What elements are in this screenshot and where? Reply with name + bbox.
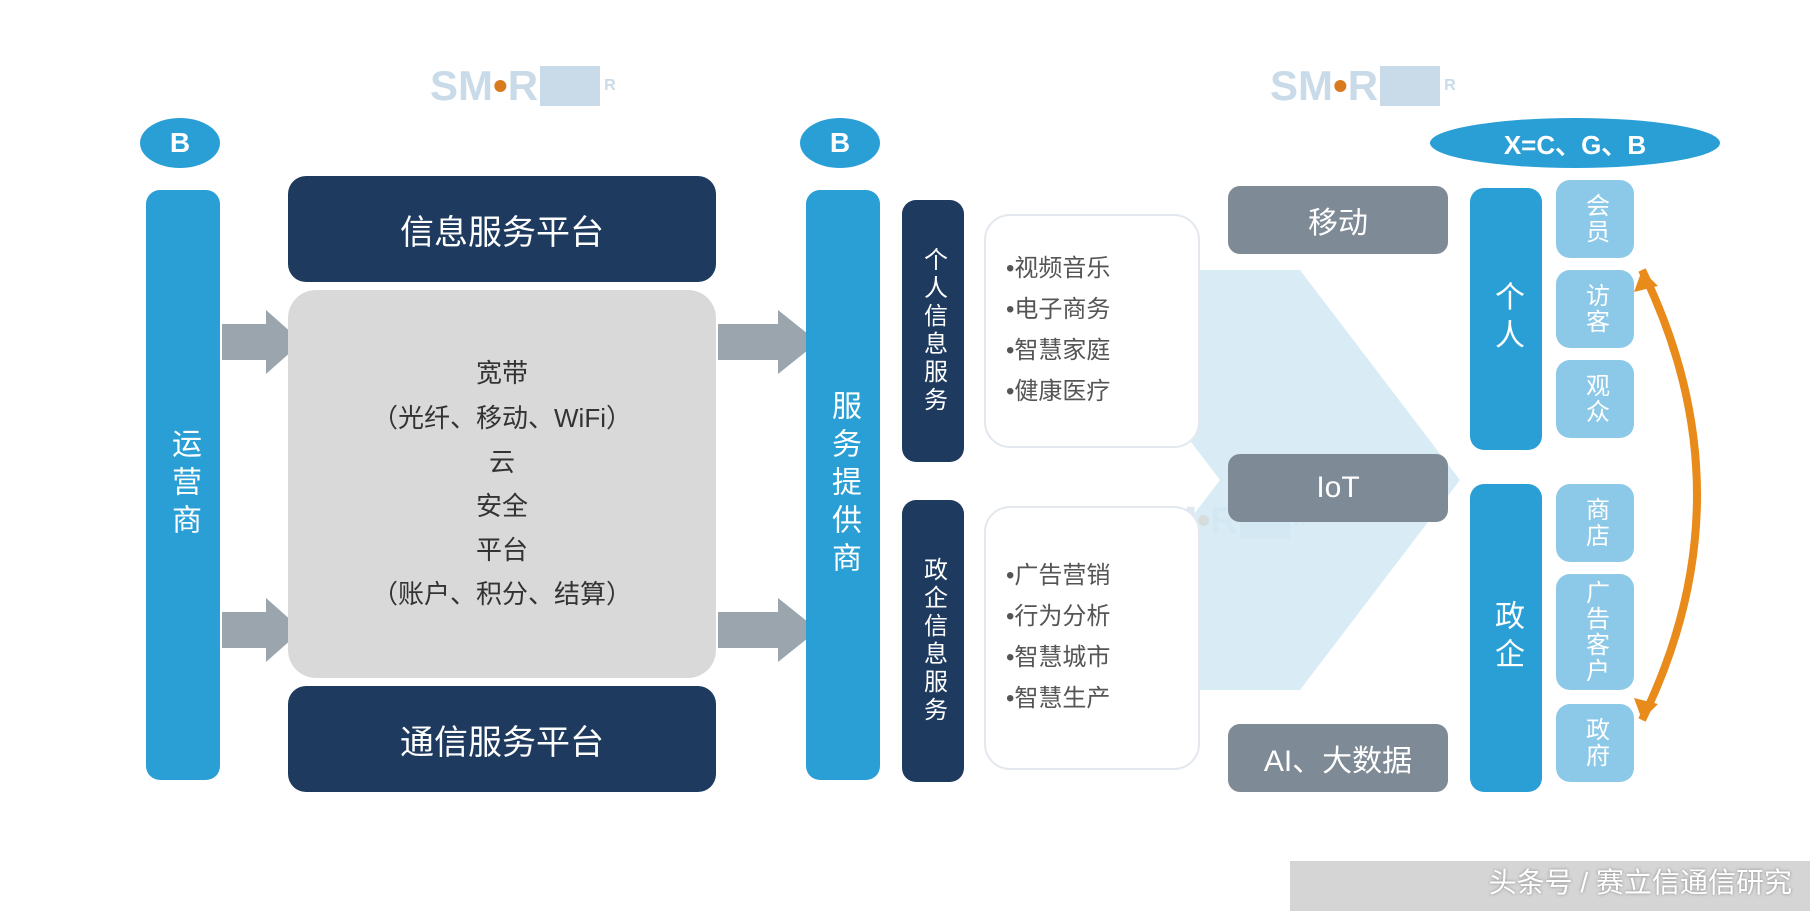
list-enterprise-services: •广告营销 •行为分析 •智慧城市 •智慧生产 xyxy=(984,506,1200,770)
pillar-personal: 个人 xyxy=(1470,188,1542,450)
wm-text: R xyxy=(508,62,538,110)
pillar-service-provider: 服务提供商 xyxy=(806,190,880,780)
endpoint-store: 商店 xyxy=(1556,484,1634,562)
watermark-2: SM•RR xyxy=(1270,62,1456,110)
wm-text: SM xyxy=(1270,62,1333,110)
pillar-enterprise: 政企 xyxy=(1470,484,1542,792)
center-line: 安全 xyxy=(476,484,528,528)
arrow-icon xyxy=(718,310,818,374)
tech-ai: AI、大数据 xyxy=(1228,724,1448,792)
box-info-platform: 信息服务平台 xyxy=(288,176,716,282)
pillar-personal-info-service: 个人信息服务 xyxy=(902,200,964,462)
wm-text: R xyxy=(1348,62,1378,110)
tech-mobile: 移动 xyxy=(1228,186,1448,254)
endpoint-audience: 观众 xyxy=(1556,360,1634,438)
list-item: •智慧生产 xyxy=(1006,679,1178,720)
list-item: •行为分析 xyxy=(1006,597,1178,638)
wm-text: SM xyxy=(430,62,493,110)
box-center-services: 宽带 （光纤、移动、WiFi） 云 安全 平台 （账户、积分、结算） xyxy=(288,290,716,678)
endpoint-ad-customer: 广告客户 xyxy=(1556,574,1634,690)
box-comm-platform: 通信服务平台 xyxy=(288,686,716,792)
list-item: •智慧城市 xyxy=(1006,638,1178,679)
pillar-operator: 运营商 xyxy=(146,190,220,780)
list-personal-services: •视频音乐 •电子商务 •智慧家庭 •健康医疗 xyxy=(984,214,1200,448)
endpoint-member: 会员 xyxy=(1556,180,1634,258)
tech-iot: IoT xyxy=(1228,454,1448,522)
badge-b-middle: B xyxy=(800,118,880,168)
center-line: 云 xyxy=(489,440,515,484)
list-item: •健康医疗 xyxy=(1006,372,1178,413)
wm-reg: R xyxy=(604,77,616,95)
badge-x-right: X=C、G、B xyxy=(1430,118,1720,168)
list-item: •智慧家庭 xyxy=(1006,331,1178,372)
watermark-1: SM•RR xyxy=(430,62,616,110)
center-line: 平台 xyxy=(476,528,528,572)
center-line: 宽带 xyxy=(476,351,528,395)
list-item: •电子商务 xyxy=(1006,290,1178,331)
badge-b-left: B xyxy=(140,118,220,168)
feedback-arrow-icon xyxy=(1632,250,1772,740)
endpoint-visitor: 访客 xyxy=(1556,270,1634,348)
list-item: •广告营销 xyxy=(1006,556,1178,597)
diagram-canvas: SM•RR SM•RR SM•RR SM•RR B B X=C、G、B 运营商 … xyxy=(0,0,1810,911)
endpoint-government: 政府 xyxy=(1556,704,1634,782)
center-line: （账户、积分、结算） xyxy=(372,572,632,616)
center-line: （光纤、移动、WiFi） xyxy=(372,396,632,440)
footer-credit: 头条号 / 赛立信通信研究 xyxy=(1489,861,1792,901)
arrow-icon xyxy=(718,598,818,662)
list-item: •视频音乐 xyxy=(1006,249,1178,290)
wm-reg: R xyxy=(1444,77,1456,95)
pillar-enterprise-info-service: 政企信息服务 xyxy=(902,500,964,782)
